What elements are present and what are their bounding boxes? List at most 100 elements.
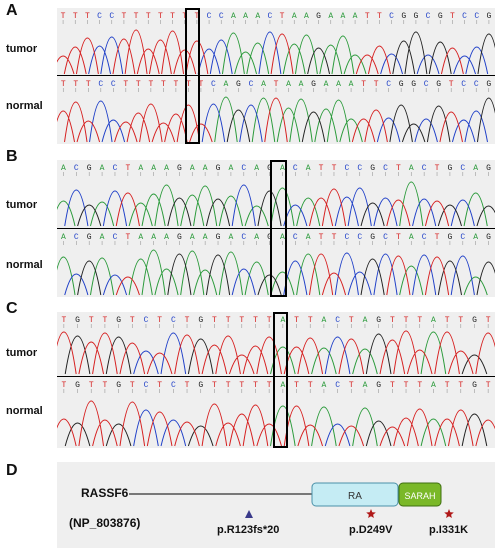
base-call-letter: T <box>161 80 166 89</box>
base-call-letter: G <box>236 80 241 89</box>
base-call-letter: G <box>448 164 453 173</box>
base-call-letter: T <box>125 164 130 173</box>
base-call-letter: T <box>134 12 139 21</box>
base-call-letter: A <box>164 233 169 242</box>
base-call-letter: A <box>299 80 304 89</box>
base-call-letter: C <box>144 316 149 325</box>
base-call-letter: C <box>357 233 362 242</box>
base-call-letter: G <box>87 233 92 242</box>
base-call-letter: T <box>274 80 279 89</box>
base-call-letter: T <box>319 233 324 242</box>
base-call-letter: C <box>357 164 362 173</box>
base-call-letter: G <box>216 233 221 242</box>
base-call-letter: T <box>158 12 163 21</box>
base-call-letter: T <box>458 381 463 390</box>
base-call-letter: T <box>73 80 78 89</box>
base-call-letter: G <box>316 12 321 21</box>
row-label-normal: normal <box>6 100 43 112</box>
base-call-letter: T <box>199 80 204 89</box>
base-call-letter: T <box>212 316 217 325</box>
base-call-letter: C <box>249 80 254 89</box>
base-call-letter: T <box>185 381 190 390</box>
chromatogram-peak-G <box>307 31 495 75</box>
divider <box>57 228 495 229</box>
base-call-letter: A <box>349 80 354 89</box>
base-call-letter: A <box>292 12 297 21</box>
base-call-letter: T <box>89 316 94 325</box>
base-call-letter: G <box>75 316 80 325</box>
base-call-letter: T <box>445 316 450 325</box>
base-call-letter: T <box>435 164 440 173</box>
base-call-letter: T <box>73 12 78 21</box>
mutation-label: p.I331K <box>429 524 469 536</box>
chromatogram-peak-A <box>57 249 488 296</box>
base-call-letter: G <box>376 316 381 325</box>
chromatogram-peak-A <box>214 96 363 143</box>
base-call-letter: A <box>363 316 368 325</box>
base-call-letter: T <box>486 316 491 325</box>
base-call-letter: T <box>349 381 354 390</box>
base-call-letter: T <box>349 316 354 325</box>
base-call-letter: G <box>411 80 416 89</box>
chromatogram-peak-A <box>270 405 447 447</box>
base-call-letter: C <box>460 233 465 242</box>
base-call-letter: A <box>280 233 285 242</box>
base-call-letter: C <box>424 80 429 89</box>
base-call-letter: A <box>151 233 156 242</box>
base-call-letter: C <box>383 164 388 173</box>
base-call-letter: G <box>472 316 477 325</box>
base-call-letter: A <box>363 381 368 390</box>
base-call-letter: C <box>386 80 391 89</box>
base-call-letter: A <box>280 381 285 390</box>
base-call-letter: T <box>130 316 135 325</box>
base-call-letter: C <box>460 164 465 173</box>
base-call-letter: T <box>486 381 491 390</box>
base-call-letter: T <box>294 316 299 325</box>
base-call-letter: C <box>426 12 431 21</box>
base-call-letter: T <box>226 381 231 390</box>
base-call-letter: T <box>173 80 178 89</box>
base-call-letter: C <box>171 381 176 390</box>
base-call-letter: C <box>111 80 116 89</box>
base-call-letter: C <box>268 12 273 21</box>
base-call-letter: G <box>376 381 381 390</box>
base-call-letter: T <box>332 164 337 173</box>
base-call-letter: T <box>136 80 141 89</box>
chromatogram-peak-C <box>133 332 351 375</box>
base-call-letter: G <box>87 164 92 173</box>
base-call-letter: A <box>243 12 248 21</box>
base-call-letter: T <box>123 80 128 89</box>
base-call-letter: A <box>138 164 143 173</box>
base-call-letter: C <box>461 80 466 89</box>
base-call-letter: A <box>190 233 195 242</box>
base-call-letter: C <box>109 12 114 21</box>
base-call-letter: A <box>151 164 156 173</box>
base-call-letter: C <box>74 233 79 242</box>
base-call-letter: C <box>113 164 118 173</box>
base-call-letter: G <box>198 381 203 390</box>
chromatogram-peak-A <box>57 181 488 227</box>
base-call-letter: C <box>113 233 118 242</box>
base-call-letter: T <box>417 316 422 325</box>
base-call-letter: C <box>211 80 216 89</box>
base-call-letter: T <box>157 381 162 390</box>
base-call-letter: T <box>61 316 66 325</box>
base-call-letter: C <box>335 381 340 390</box>
base-call-letter: T <box>239 381 244 390</box>
star-icon <box>366 509 376 518</box>
ra-domain-label: RA <box>348 491 362 502</box>
base-call-letter: A <box>409 164 414 173</box>
chromatogram-peak-T <box>57 97 463 143</box>
base-call-letter: T <box>185 316 190 325</box>
base-call-letter: T <box>449 80 454 89</box>
base-call-letter: T <box>267 381 272 390</box>
base-call-letter: C <box>74 164 79 173</box>
base-call-letter: A <box>231 12 236 21</box>
